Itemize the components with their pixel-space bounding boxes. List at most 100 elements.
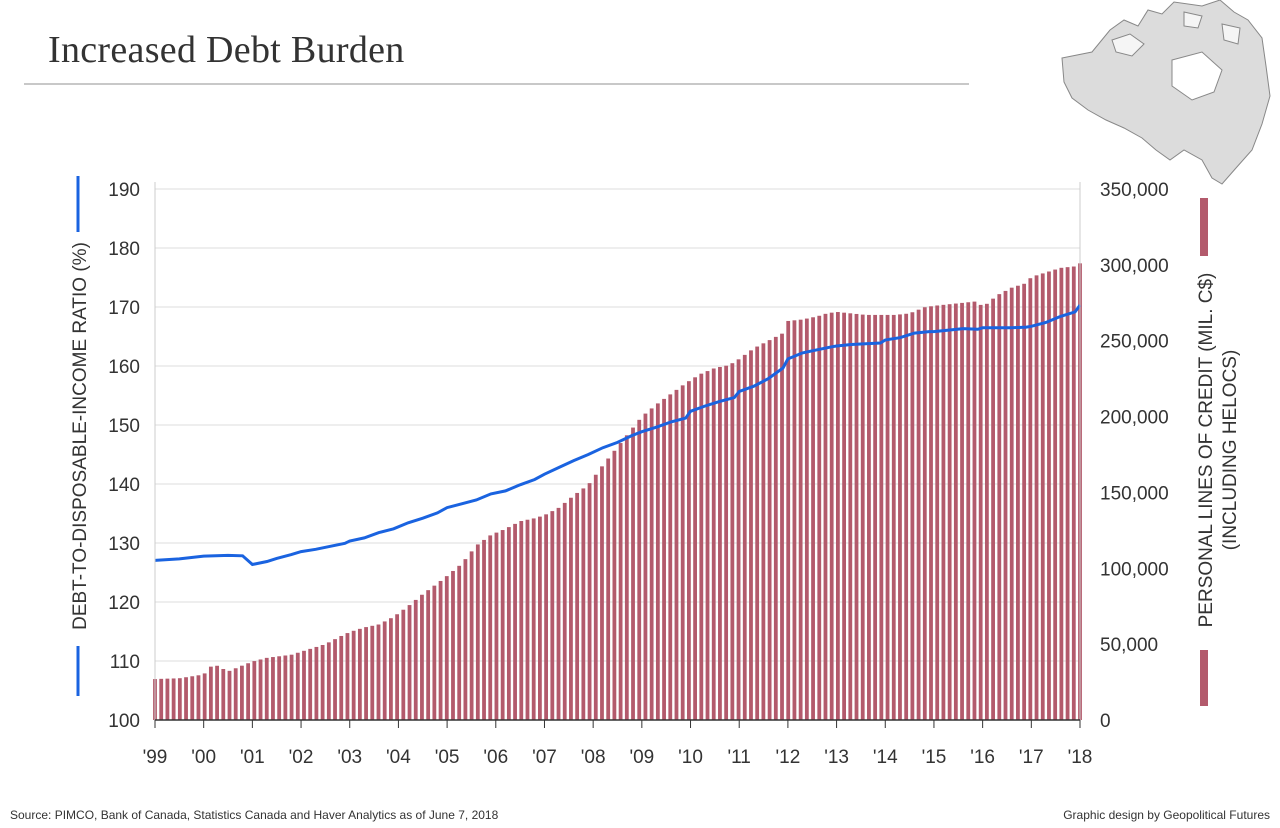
loc-bar: [941, 304, 946, 720]
loc-bar: [662, 398, 666, 720]
x-tick-label: '17: [1019, 747, 1044, 768]
loc-bar: [544, 514, 549, 720]
x-tick-label: '12: [776, 747, 801, 768]
left-tick-label: 160: [108, 357, 140, 378]
loc-bar: [1009, 287, 1014, 720]
debt-ratio-line: [154, 304, 1082, 567]
loc-bar: [922, 307, 927, 720]
x-tick-label: '05: [435, 747, 460, 768]
left-tick-label: 100: [108, 711, 140, 732]
x-tick-label: '08: [581, 747, 606, 768]
x-tick-label: '09: [629, 747, 654, 768]
loc-bar: [854, 313, 859, 720]
x-tick-label: '99: [143, 747, 168, 768]
title-divider: [24, 83, 969, 85]
loc-bar: [364, 627, 368, 720]
loc-bar: [587, 483, 592, 720]
loc-bar: [215, 665, 219, 720]
loc-bar: [649, 408, 654, 720]
right-tick-label: 300,000: [1100, 256, 1169, 277]
loc-bar: [686, 381, 691, 720]
left-tick-label: 110: [110, 652, 140, 673]
loc-bar: [513, 523, 517, 720]
loc-bar: [531, 518, 536, 720]
loc-bar: [426, 590, 431, 720]
x-tick-label: '00: [191, 747, 216, 768]
loc-bar: [761, 343, 766, 720]
right-tick-label: 350,000: [1100, 180, 1169, 201]
loc-bar: [749, 350, 753, 720]
loc-bar: [333, 639, 337, 720]
loc-bar: [873, 314, 878, 720]
loc-bar: [929, 306, 933, 720]
loc-bar: [494, 532, 499, 720]
loc-bar: [1016, 285, 1020, 720]
loc-bar: [438, 580, 443, 720]
right-tick-label: 0: [1100, 711, 1111, 732]
x-tick-label: '16: [970, 747, 995, 768]
loc-bar: [475, 544, 480, 720]
loc-bar: [736, 359, 741, 720]
loc-bar: [1028, 278, 1033, 720]
loc-bar: [389, 618, 393, 720]
loc-bar: [413, 599, 418, 720]
loc-bar: [252, 661, 257, 720]
loc-bar: [165, 678, 170, 720]
loc-bar: [891, 314, 896, 720]
loc-bar: [804, 318, 809, 720]
loc-bar: [885, 314, 890, 720]
right-axis-ticks: 0 50,000 100,000 150,000 200,000 250,000 300,0…: [1100, 180, 1169, 732]
loc-bar: [966, 302, 971, 720]
loc-bar: [1040, 273, 1045, 720]
loc-bar: [829, 312, 834, 720]
loc-bar: [1022, 283, 1027, 720]
left-tick-label: 130: [108, 534, 140, 555]
loc-bar: [326, 642, 331, 720]
left-tick-label: 170: [108, 298, 140, 319]
loc-bar: [953, 303, 958, 720]
right-tick-label: 100,000: [1100, 559, 1169, 580]
left-tick-label: 150: [108, 416, 140, 437]
loc-bar: [295, 652, 300, 720]
loc-bar: [271, 657, 275, 720]
left-axis-ticks: 100 110 120 130 140 150 160 170 180 190: [108, 180, 140, 732]
loc-bar: [401, 609, 406, 720]
loc-bar: [339, 635, 344, 720]
loc-bar: [506, 527, 511, 720]
loc-bar: [643, 413, 648, 720]
loc-bar: [202, 673, 207, 720]
loc-bar: [159, 678, 164, 720]
loc-bar: [935, 305, 940, 720]
loc-bar: [904, 313, 909, 720]
loc-bar: [382, 621, 387, 720]
loc-bar: [345, 633, 350, 720]
loc-bar: [711, 368, 716, 720]
loc-bar: [227, 670, 232, 720]
loc-bar: [631, 427, 635, 720]
loc-bar: [302, 650, 306, 720]
loc-bar: [1003, 290, 1008, 720]
loc-bar: [984, 303, 989, 720]
loc-bar: [593, 474, 598, 720]
loc-bar: [376, 624, 381, 720]
right-tick-label: 200,000: [1100, 408, 1169, 429]
left-tick-label: 180: [108, 239, 140, 260]
design-credit: Graphic design by Geopolitical Futures: [1063, 808, 1270, 822]
loc-bar: [264, 657, 269, 720]
loc-bar: [718, 366, 722, 720]
loc-bar: [612, 450, 617, 720]
right-axis-legend-bar-top: [1200, 198, 1208, 256]
loc-bar: [550, 511, 555, 720]
loc-bar: [823, 313, 828, 720]
loc-bar: [537, 516, 542, 720]
loc-bar: [177, 678, 182, 720]
x-tick-label: '11: [728, 747, 751, 768]
loc-bar: [196, 675, 201, 720]
loc-bar: [811, 317, 815, 720]
loc-bar: [351, 630, 356, 720]
loc-bar: [457, 565, 462, 720]
loc-bar: [606, 458, 611, 720]
loc-bar: [624, 435, 629, 720]
loc-bar: [221, 668, 226, 720]
loc-bar: [773, 336, 778, 720]
